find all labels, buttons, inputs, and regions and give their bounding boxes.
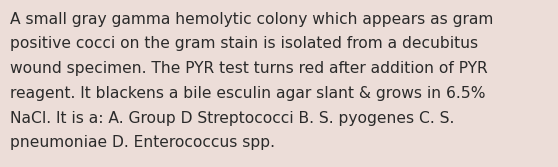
Text: reagent. It blackens a bile esculin agar slant & grows in 6.5%: reagent. It blackens a bile esculin agar… bbox=[10, 86, 485, 101]
Text: NaCl. It is a: A. Group D Streptococci B. S. pyogenes C. S.: NaCl. It is a: A. Group D Streptococci B… bbox=[10, 111, 454, 126]
Text: pneumoniae D. Enterococcus spp.: pneumoniae D. Enterococcus spp. bbox=[10, 135, 275, 150]
Text: wound specimen. The PYR test turns red after addition of PYR: wound specimen. The PYR test turns red a… bbox=[10, 61, 488, 76]
Text: positive cocci on the gram stain is isolated from a decubitus: positive cocci on the gram stain is isol… bbox=[10, 36, 478, 51]
Text: A small gray gamma hemolytic colony which appears as gram: A small gray gamma hemolytic colony whic… bbox=[10, 12, 493, 27]
